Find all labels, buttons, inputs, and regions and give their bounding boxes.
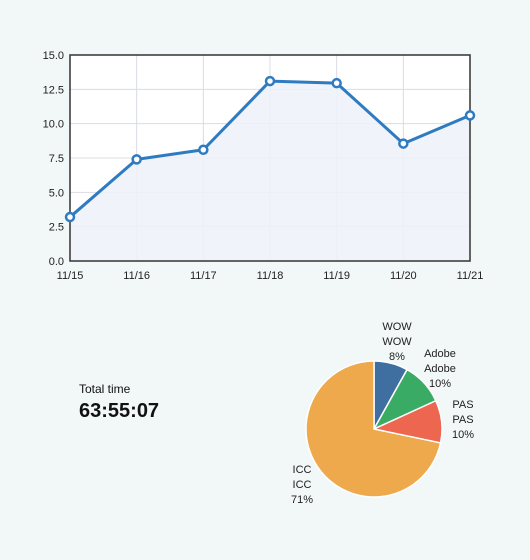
total-time-label: Total time (79, 382, 131, 396)
y-tick-label: 7.5 (49, 153, 64, 165)
total-time-block: Total time 63:55:07 (79, 382, 159, 423)
x-tick-label: 11/17 (190, 270, 217, 282)
pie-slice-label: ICC (293, 479, 312, 491)
x-tick-label: 11/19 (323, 270, 350, 282)
data-point (131, 154, 142, 165)
pie-slice-label: Adobe (424, 348, 456, 360)
pie-slice-label: 8% (389, 351, 405, 363)
data-point (331, 77, 342, 89)
data-point (264, 75, 276, 87)
y-tick-label: 2.5 (49, 222, 64, 234)
pie-slice-label: 71% (291, 494, 313, 506)
data-point (464, 110, 476, 121)
data-point (198, 144, 209, 156)
y-tick-label: 12.5 (43, 84, 64, 96)
y-tick-label: 10.0 (43, 119, 64, 131)
data-point (398, 138, 409, 149)
pie-slice-label: 10% (429, 378, 451, 390)
plot-frame (69, 54, 471, 262)
pie-slice (305, 360, 442, 498)
x-tick-label: 11/21 (457, 270, 484, 282)
series-area (70, 81, 470, 262)
pie-slice-label: PAS (452, 399, 473, 411)
y-tick-label: 5.0 (49, 187, 64, 199)
pie-slice-label: ICC (293, 464, 312, 476)
y-tick-label: 15.0 (43, 50, 64, 62)
x-tick-label: 11/18 (257, 270, 284, 282)
pie-slice-label: Adobe (424, 363, 456, 375)
pie-slice-label: PAS (452, 414, 473, 426)
daily-time-line-chart: 0.0 2.5 5.0 7.5 10.0 12.5 15.0 11/15 11/16 11/17 1… (43, 50, 484, 282)
x-tick-label: 11/15 (57, 270, 84, 282)
x-tick-label: 11/16 (123, 270, 150, 282)
data-point (64, 211, 76, 223)
pie-slice-label: WOW (382, 321, 412, 333)
y-tick-label: 0.0 (49, 256, 64, 268)
x-tick-label: 11/20 (390, 270, 417, 282)
pie-slice-label: WOW (382, 336, 412, 348)
pie-slice-label: 10% (452, 429, 474, 441)
total-time-value: 63:55:07 (79, 400, 160, 422)
